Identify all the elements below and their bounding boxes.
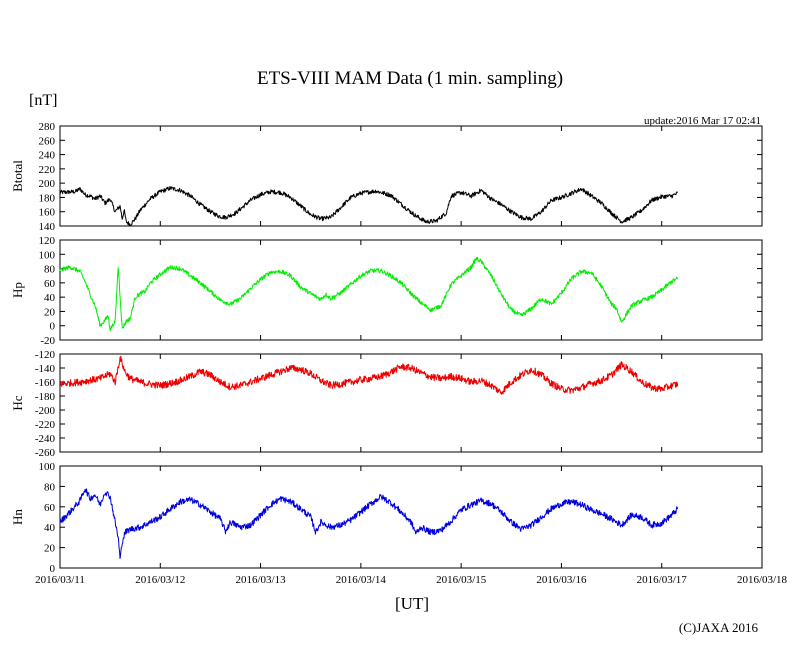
chart-title: ETS-VIII MAM Data (1 min. sampling) (257, 68, 563, 89)
chart-panels: 140160180200220240260280Btotal-200204060… (10, 121, 763, 575)
y-tick-label: 100 (39, 249, 56, 261)
y-tick-label: 280 (39, 121, 56, 133)
panel-frame (59, 239, 763, 341)
y-tick-label: 20 (44, 306, 56, 318)
x-tick-label: 2016/03/16 (536, 574, 587, 586)
y-tick-label: 200 (39, 178, 56, 190)
panel-label-hc: Hc (10, 395, 25, 410)
y-tick-label: 40 (44, 292, 56, 304)
x-tick-label: 2016/03/11 (35, 574, 85, 586)
series-line-hc (59, 355, 679, 395)
panel-label-btotal: Btotal (10, 160, 25, 192)
series-line-btotal (59, 186, 678, 227)
y-tick-label: -240 (35, 433, 56, 445)
copyright-credit: (C)JAXA 2016 (679, 620, 759, 635)
y-tick-label: 180 (39, 192, 56, 204)
x-tick-label: 2016/03/12 (135, 574, 185, 586)
x-tick-label: 2016/03/17 (637, 574, 688, 586)
y-tick-label: -260 (35, 447, 56, 459)
panel-btotal: 140 160 180 200 220 240 260 280 Btotal (10, 121, 763, 233)
y-tick-label: -120 (35, 349, 56, 361)
panel-label-hn: Hn (10, 509, 25, 525)
y-tick-label: 100 (39, 461, 56, 473)
y-tick-label: 220 (39, 164, 56, 176)
panel-hp: -20 0 20 40 60 80 100 120 Hp (10, 235, 763, 347)
y-tick-label: 160 (39, 207, 56, 219)
y-tick-label: 20 (44, 543, 56, 555)
x-axis-title: [UT] (395, 594, 429, 613)
panel-hc: -260 -240 -220 -200 -180 -160 -140 -120 Hc (10, 349, 763, 459)
y-tick-label: -20 (40, 335, 55, 347)
y-tick-label: 80 (44, 481, 56, 493)
y-tick-label: -220 (35, 419, 56, 431)
y-tick-label: -180 (35, 391, 56, 403)
y-tick-label: 60 (44, 502, 56, 514)
x-tick-label: 2016/03/13 (236, 574, 287, 586)
y-tick-label: 260 (39, 135, 56, 147)
x-tick-label: 2016/03/15 (436, 574, 487, 586)
panel-frame (59, 353, 763, 453)
panel-hn: 0 20 40 60 80 100 Hn (10, 461, 763, 575)
y-tick-label: -200 (35, 405, 56, 417)
y-tick-label: -140 (35, 363, 56, 375)
y-tick-label: 40 (44, 522, 56, 534)
series-line-hn (59, 488, 679, 560)
update-timestamp: update:2016 Mar 17 02:41 (644, 115, 761, 127)
x-tick-label: 2016/03/18 (737, 574, 788, 586)
panel-label-hp: Hp (10, 282, 25, 298)
panel-frame (59, 125, 763, 227)
y-tick-label: -160 (35, 377, 56, 389)
y-tick-label: 140 (39, 221, 56, 233)
unit-label: [nT] (29, 92, 57, 109)
y-tick-label: 120 (39, 235, 56, 247)
x-axis-ticks: 2016/03/11 2016/03/12 2016/03/13 2016/03/14… (35, 574, 787, 586)
y-tick-label: 240 (39, 150, 56, 162)
x-tick-label: 2016/03/14 (336, 574, 387, 586)
y-tick-label: 0 (50, 321, 56, 333)
y-tick-label: 60 (44, 278, 56, 290)
series-line-hp (59, 256, 678, 332)
y-tick-label: 0 (50, 563, 56, 575)
panel-frame (59, 465, 763, 569)
y-tick-label: 80 (44, 264, 56, 276)
